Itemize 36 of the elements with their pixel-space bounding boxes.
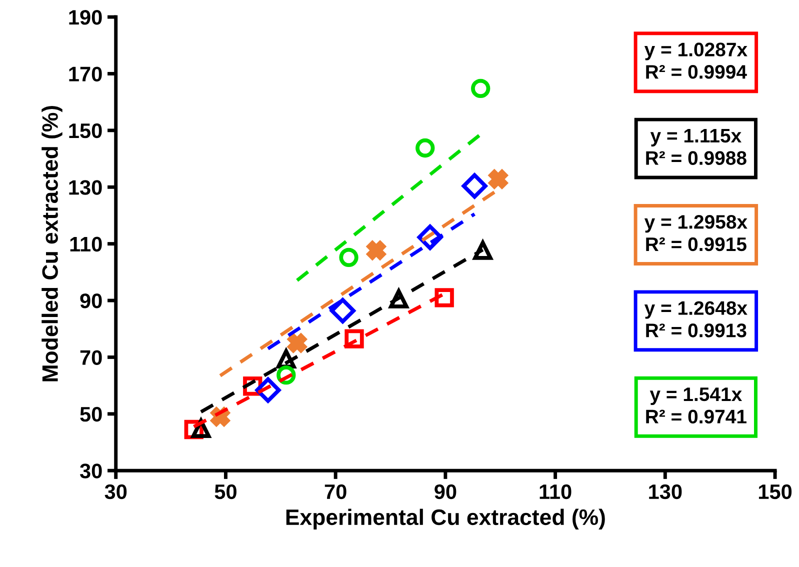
point	[366, 240, 386, 260]
y-tick-label: 50	[80, 406, 102, 422]
y-tick-label: 190	[69, 10, 102, 25]
annotation: y = 1.0287x R² = 0.9994	[644, 42, 748, 79]
annotation: y = 1.2958x R² = 0.9915	[644, 215, 748, 252]
x-tick-label: 130	[649, 484, 682, 500]
point	[339, 248, 358, 267]
y-tick-label: 30	[80, 464, 102, 478]
point	[416, 138, 435, 158]
point	[255, 377, 281, 403]
x-tick-label: 110	[540, 484, 572, 500]
point	[434, 288, 454, 308]
x-tick-label: 90	[434, 484, 456, 500]
point	[288, 333, 307, 353]
y-tick-label: 70	[80, 350, 102, 365]
y-tick-label: 130	[69, 180, 102, 195]
point	[471, 78, 490, 98]
point	[488, 170, 508, 189]
y-axis-title: Modelled Cu extracted (%)	[42, 106, 62, 382]
y-tick-label: 170	[69, 66, 102, 82]
x-tick-label: 70	[324, 484, 346, 500]
x-tick-label: 50	[214, 484, 236, 500]
x-tick-label: 30	[104, 484, 127, 500]
point	[276, 365, 296, 385]
y-tick-label: 150	[69, 123, 102, 138]
annotation: y = 1.115x R² = 0.9988	[646, 129, 746, 165]
y-tick-label: 110	[70, 236, 102, 252]
annotation: y = 1.2648x R² = 0.9913	[644, 301, 748, 338]
annotation: y = 1.541x R² = 0.9741	[646, 388, 746, 424]
x-axis-title: Experimental Cu extracted (%)	[286, 508, 605, 530]
x-tick-label: 150	[758, 484, 792, 500]
point	[417, 224, 443, 250]
point	[462, 173, 488, 199]
y-tick-label: 90	[80, 294, 102, 308]
point	[344, 329, 364, 348]
point	[330, 298, 356, 324]
